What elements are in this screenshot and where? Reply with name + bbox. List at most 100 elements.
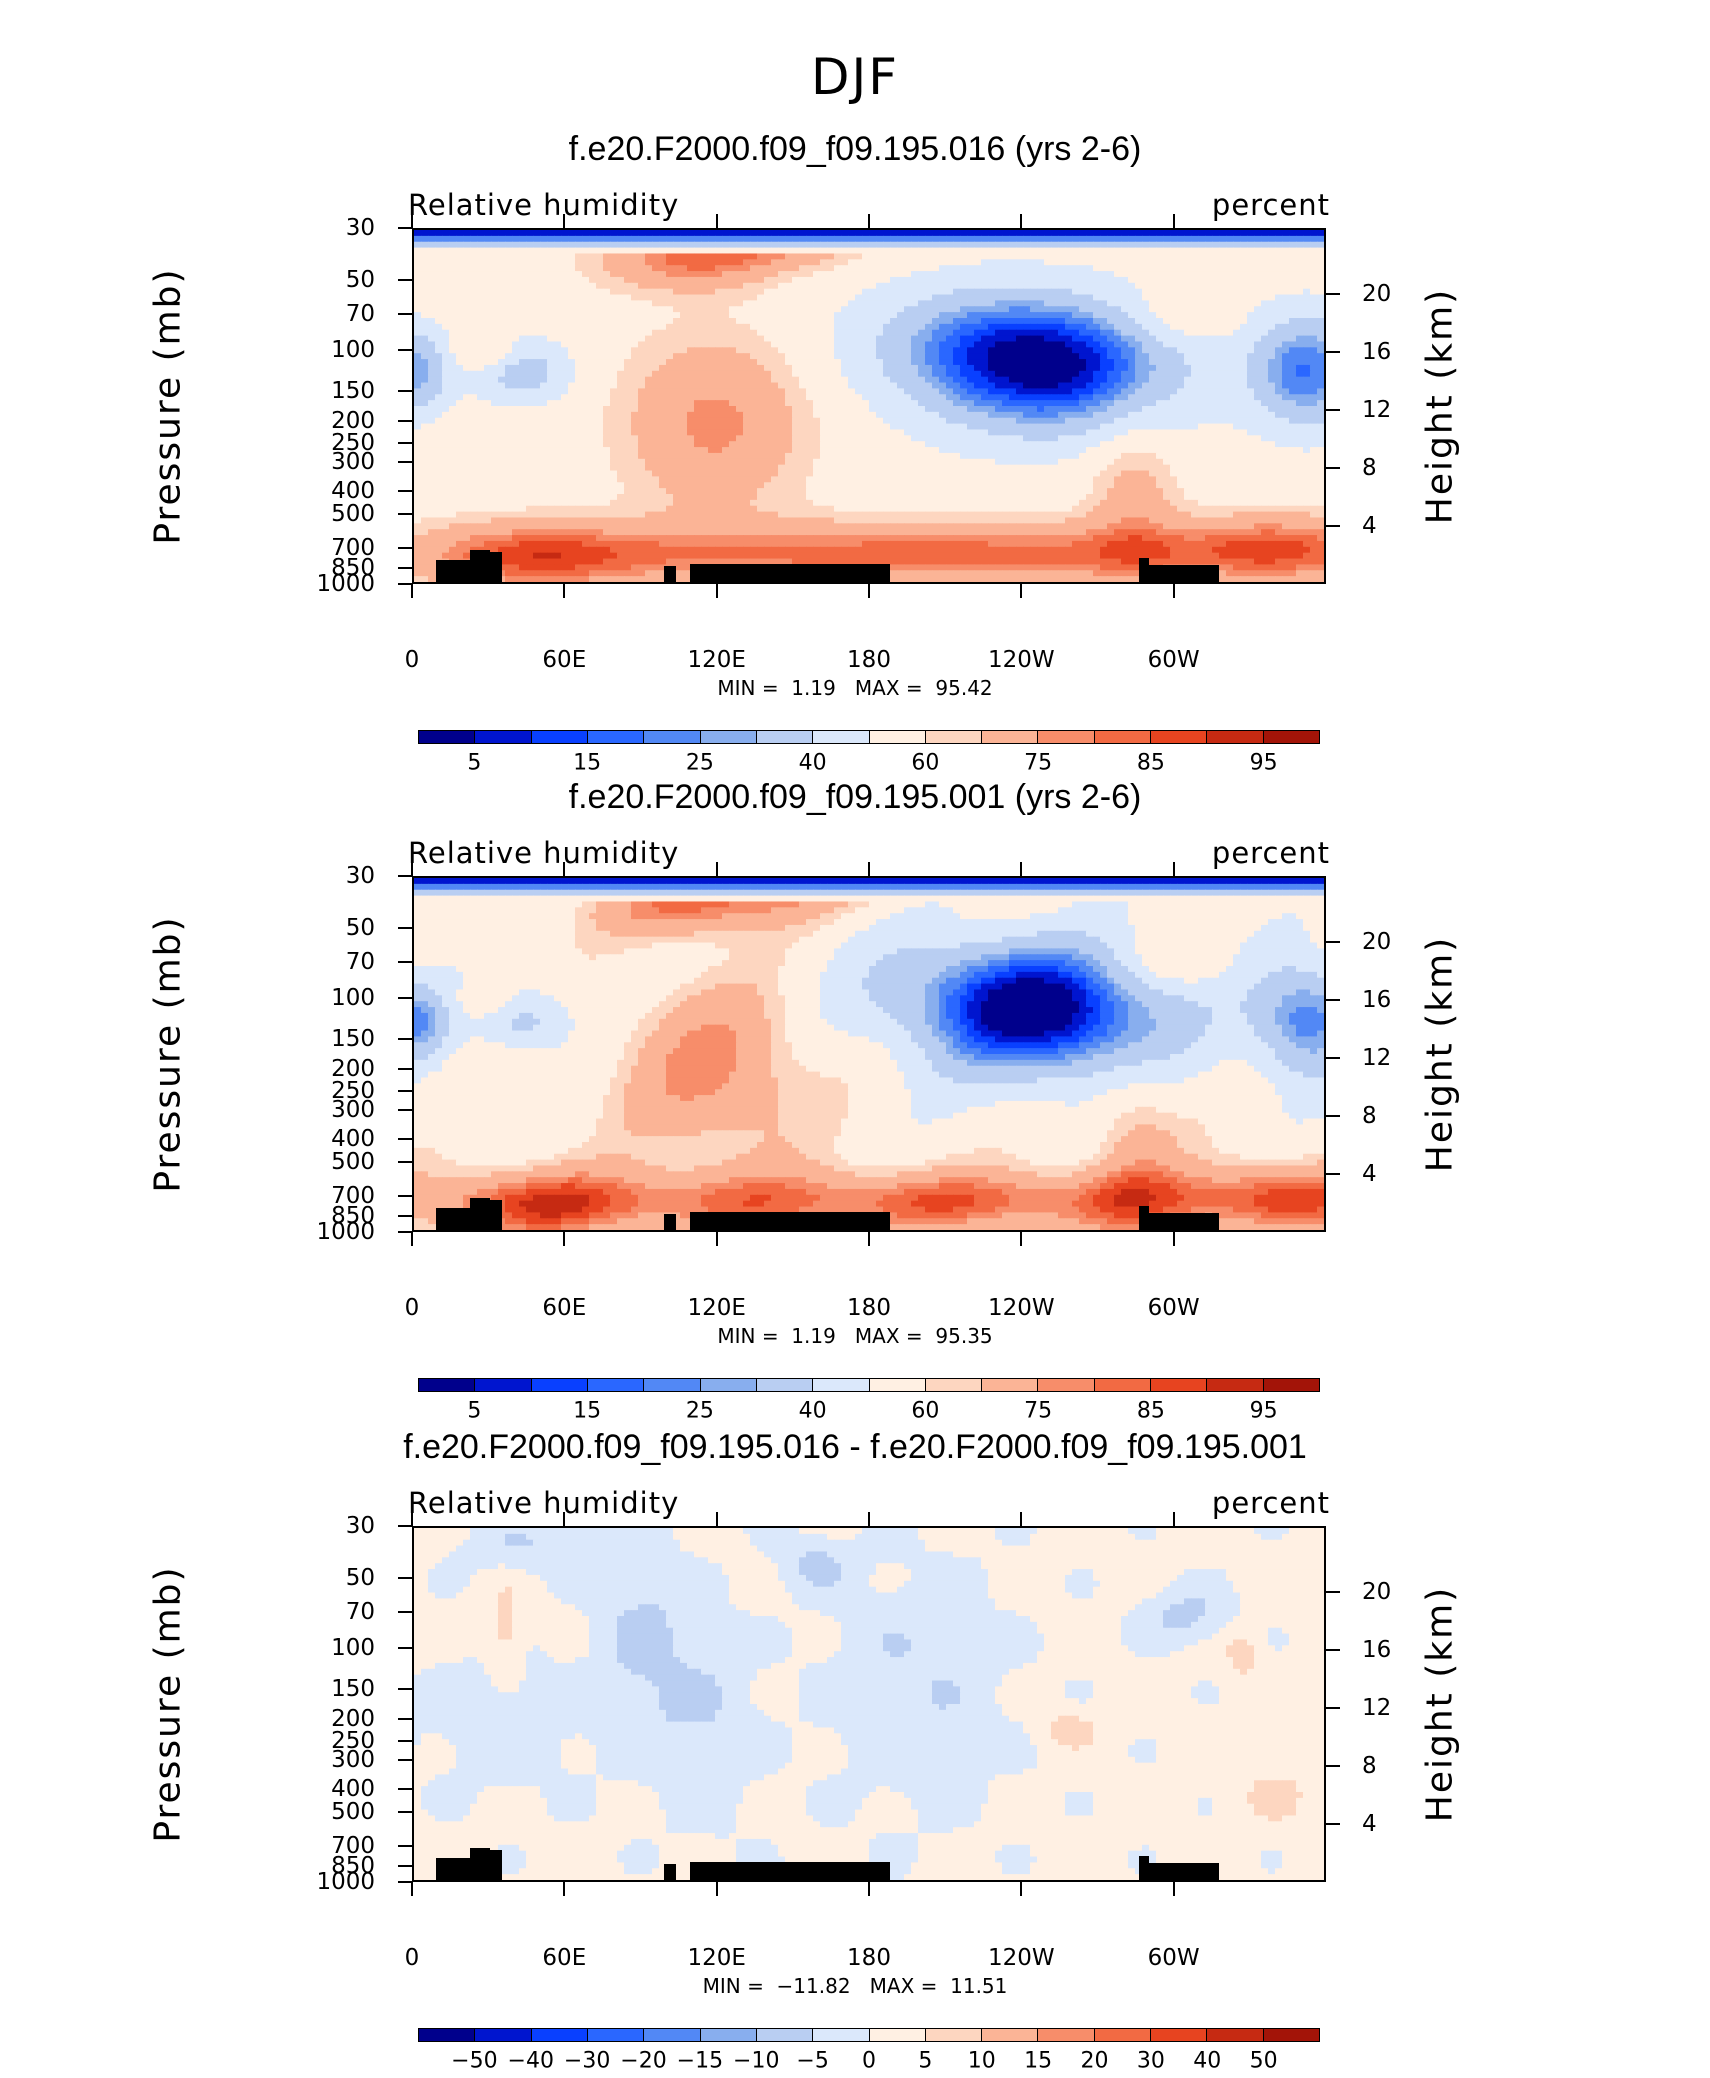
longitude-tick-mark-top (868, 1512, 870, 1526)
pressure-tick-label: 70 (346, 302, 375, 326)
longitude-tick-label: 0 (405, 1295, 420, 1321)
pressure-tick-label: 400 (331, 479, 375, 503)
colorbar-swatch (419, 1379, 475, 1391)
pressure-tick-label: 400 (331, 1777, 375, 1801)
longitude-tick-mark-top (716, 1512, 718, 1526)
colorbar-swatch (475, 731, 531, 743)
colorbar-label: 20 (1081, 2049, 1109, 2074)
height-tick-label: 20 (1362, 1580, 1391, 1604)
pressure-tick-label: 70 (346, 1600, 375, 1624)
longitude-tick-label: 60W (1148, 1945, 1200, 1971)
pressure-tick-mark (398, 227, 412, 229)
pressure-tick-mark (398, 1811, 412, 1813)
colorbar-label: 85 (1137, 1399, 1165, 1424)
longitude-tick-label: 120W (988, 647, 1055, 673)
longitude-tick-mark-top (563, 214, 565, 228)
pressure-tick-label: 300 (331, 1098, 375, 1122)
max-label: MAX = (855, 1324, 923, 1348)
colorbar-label: 0 (862, 2049, 876, 2074)
topography-mask (690, 1212, 890, 1230)
longitude-tick-mark-top (868, 214, 870, 228)
panel-title: f.e20.F2000.f09_f09.195.016 (yrs 2-6) (0, 130, 1710, 169)
colorbar-swatch (757, 2029, 813, 2041)
panel-middle: f.e20.F2000.f09_f09.195.001 (yrs 2-6) Re… (0, 778, 1710, 1428)
longitude-tick-label: 120E (687, 647, 745, 673)
longitude-tick-mark-top (1173, 1512, 1175, 1526)
height-tick-label: 8 (1362, 456, 1377, 480)
height-tick-mark (1326, 941, 1340, 943)
longitude-tick-mark-top (716, 214, 718, 228)
colorbar-label: 85 (1137, 751, 1165, 776)
topography-mask (1149, 1863, 1219, 1880)
longitude-tick-label: 60E (542, 1295, 586, 1321)
colorbar-swatch (644, 731, 700, 743)
height-tick-label: 4 (1362, 514, 1377, 538)
colorbar-swatch (757, 1379, 813, 1391)
pressure-tick-label: 500 (331, 1150, 375, 1174)
colorbar-swatch (813, 731, 869, 743)
longitude-tick-mark-top (411, 862, 413, 876)
contour-plot-area (412, 1526, 1326, 1882)
figure-title: DJF (0, 48, 1710, 106)
colorbar-swatch (982, 1379, 1038, 1391)
pressure-tick-mark (398, 1740, 412, 1742)
topography-mask (490, 1850, 502, 1880)
colorbar-label: −50 (451, 2049, 497, 2074)
colorbar-label: 5 (467, 1399, 481, 1424)
colorbar-label: 40 (1193, 2049, 1221, 2074)
pressure-tick-mark (398, 1611, 412, 1613)
height-tick-mark (1326, 999, 1340, 1001)
colorbar-label: −20 (620, 2049, 666, 2074)
topography-mask (490, 1200, 502, 1230)
pressure-tick-label: 150 (331, 1027, 375, 1051)
longitude-tick-mark-bottom (868, 1232, 870, 1246)
topography-mask (436, 1858, 470, 1880)
topography-mask (436, 1208, 470, 1230)
topography-mask (664, 1214, 676, 1230)
topography-mask (664, 566, 676, 582)
longitude-tick-mark-top (868, 862, 870, 876)
panel-title: f.e20.F2000.f09_f09.195.016 - f.e20.F200… (0, 1428, 1710, 1467)
colorbar-swatch (532, 2029, 588, 2041)
topography-mask (470, 1198, 490, 1230)
pressure-tick-mark (398, 927, 412, 929)
units-label: percent (1212, 188, 1330, 222)
pressure-tick-label: 500 (331, 502, 375, 526)
longitude-tick-mark-bottom (716, 1882, 718, 1896)
colorbar-swatch (926, 731, 982, 743)
height-tick-mark (1326, 1057, 1340, 1059)
pressure-tick-label: 50 (346, 1566, 375, 1590)
height-tick-mark (1326, 409, 1340, 411)
min-max-readout: MIN = 1.19 MAX = 95.42 (0, 676, 1710, 700)
height-tick-label: 20 (1362, 930, 1391, 954)
longitude-tick-mark-top (1173, 214, 1175, 228)
colorbar-swatch (701, 731, 757, 743)
colorbar-swatch (419, 731, 475, 743)
max-value: 95.42 (935, 676, 992, 700)
max-value: 11.51 (950, 1974, 1007, 1998)
longitude-tick-mark-bottom (563, 1882, 565, 1896)
y-axis-label-height: Height (km) (1420, 904, 1461, 1204)
topography-mask (490, 552, 502, 582)
units-label: percent (1212, 836, 1330, 870)
pressure-tick-mark (398, 1788, 412, 1790)
colorbar-swatch (870, 2029, 926, 2041)
pressure-tick-label: 70 (346, 950, 375, 974)
longitude-tick-label: 120E (687, 1295, 745, 1321)
pressure-tick-mark (398, 1161, 412, 1163)
colorbar-swatch (1207, 731, 1263, 743)
topography-mask (1139, 1206, 1149, 1230)
min-max-readout: MIN = −11.82 MAX = 11.51 (0, 1974, 1710, 1998)
pressure-tick-mark (398, 1647, 412, 1649)
topography-mask (1149, 1213, 1219, 1230)
colorbar-swatch (644, 1379, 700, 1391)
longitude-tick-mark-bottom (411, 1882, 413, 1896)
max-label: MAX = (855, 676, 923, 700)
colorbar-label: 5 (918, 2049, 932, 2074)
pressure-tick-label: 30 (346, 864, 375, 888)
colorbar-swatch (1151, 2029, 1207, 2041)
longitude-tick-mark-bottom (411, 584, 413, 598)
pressure-tick-mark (398, 1109, 412, 1111)
height-tick-mark (1326, 467, 1340, 469)
longitude-tick-label: 60W (1148, 647, 1200, 673)
